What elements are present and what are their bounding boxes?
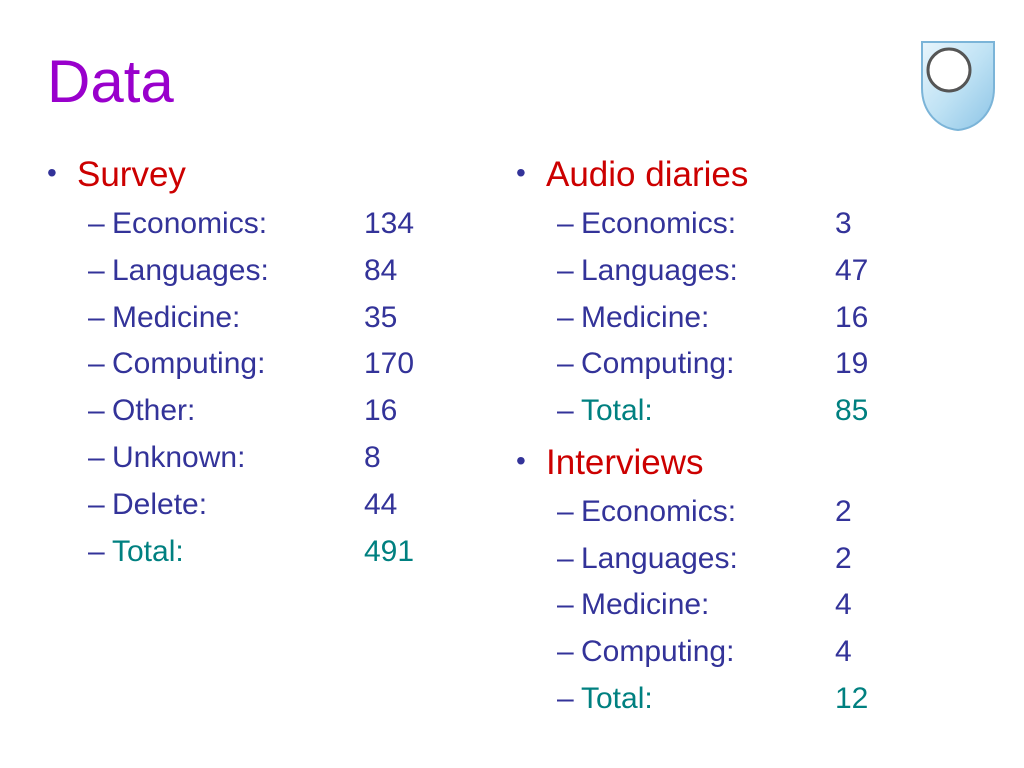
- row-value: 44: [364, 488, 398, 521]
- audio-diaries-heading-text: Audio diaries: [546, 155, 749, 194]
- row-label: Total:: [581, 394, 653, 427]
- row-label: Economics:: [112, 207, 268, 240]
- dash-icon: –: [88, 535, 105, 568]
- row-label: Total:: [112, 535, 184, 568]
- survey-row-delete: – Delete: 44: [88, 488, 397, 521]
- bullet-icon: •: [516, 157, 526, 188]
- row-value: 8: [364, 441, 381, 474]
- row-value: 491: [364, 535, 415, 568]
- row-value: 35: [364, 301, 398, 334]
- row-value: 16: [835, 301, 869, 334]
- row-value: 16: [364, 394, 398, 427]
- interviews-row-computing: – Computing: 4: [557, 635, 852, 668]
- dash-icon: –: [557, 347, 574, 380]
- dash-icon: –: [557, 682, 574, 715]
- row-label: Computing:: [581, 347, 735, 380]
- dash-icon: –: [557, 394, 574, 427]
- row-label: Medicine:: [581, 588, 710, 621]
- dash-icon: –: [557, 588, 574, 621]
- row-label: Medicine:: [581, 301, 710, 334]
- row-value: 85: [835, 394, 869, 427]
- row-label: Medicine:: [112, 301, 241, 334]
- dash-icon: –: [88, 488, 105, 521]
- row-value: 2: [835, 495, 852, 528]
- interviews-row-medicine: – Medicine: 4: [557, 588, 852, 621]
- row-value: 3: [835, 207, 852, 240]
- row-label: Languages:: [112, 254, 269, 287]
- row-label: Total:: [581, 682, 653, 715]
- audio-row-computing: – Computing: 19: [557, 347, 868, 380]
- survey-row-computing: – Computing: 170: [88, 347, 414, 380]
- dash-icon: –: [88, 347, 105, 380]
- row-label: Economics:: [581, 207, 737, 240]
- dash-icon: –: [88, 394, 105, 427]
- bullet-icon: •: [47, 157, 57, 188]
- audio-row-medicine: – Medicine: 16: [557, 301, 868, 334]
- row-label: Languages:: [581, 542, 738, 575]
- survey-row-economics: – Economics: 134: [88, 207, 414, 240]
- audio-diaries-heading: • Audio diaries: [516, 155, 749, 194]
- survey-row-unknown: – Unknown: 8: [88, 441, 381, 474]
- interviews-row-economics: – Economics: 2: [557, 495, 852, 528]
- dash-icon: –: [557, 254, 574, 287]
- dash-icon: –: [557, 542, 574, 575]
- row-label: Languages:: [581, 254, 738, 287]
- slide-title: Data: [47, 48, 174, 115]
- bullet-icon: •: [516, 445, 526, 476]
- row-value: 47: [835, 254, 869, 287]
- dash-icon: –: [557, 635, 574, 668]
- row-value: 4: [835, 588, 852, 621]
- survey-row-total: – Total: 491: [88, 535, 414, 568]
- row-value: 4: [835, 635, 852, 668]
- row-label: Unknown:: [112, 441, 246, 474]
- interviews-heading: • Interviews: [516, 443, 704, 482]
- dash-icon: –: [88, 207, 105, 240]
- dash-icon: –: [557, 495, 574, 528]
- row-value: 170: [364, 347, 415, 380]
- row-label: Other:: [112, 394, 196, 427]
- row-value: 19: [835, 347, 869, 380]
- row-label: Computing:: [581, 635, 735, 668]
- shield-icon: [921, 41, 995, 132]
- audio-row-economics: – Economics: 3: [557, 207, 852, 240]
- row-value: 84: [364, 254, 398, 287]
- dash-icon: –: [557, 207, 574, 240]
- interviews-row-total: – Total: 12: [557, 682, 868, 715]
- dash-icon: –: [557, 301, 574, 334]
- dash-icon: –: [88, 441, 105, 474]
- row-label: Delete:: [112, 488, 208, 521]
- survey-heading-text: Survey: [77, 155, 186, 194]
- dash-icon: –: [88, 254, 105, 287]
- survey-row-languages: – Languages: 84: [88, 254, 397, 287]
- interviews-row-languages: – Languages: 2: [557, 542, 852, 575]
- interviews-heading-text: Interviews: [546, 443, 704, 482]
- dash-icon: –: [88, 301, 105, 334]
- row-value: 2: [835, 542, 852, 575]
- audio-row-total: – Total: 85: [557, 394, 868, 427]
- row-value: 134: [364, 207, 415, 240]
- survey-heading: • Survey: [47, 155, 186, 194]
- survey-row-medicine: – Medicine: 35: [88, 301, 397, 334]
- row-label: Economics:: [581, 495, 737, 528]
- survey-row-other: – Other: 16: [88, 394, 397, 427]
- row-value: 12: [835, 682, 869, 715]
- audio-row-languages: – Languages: 47: [557, 254, 868, 287]
- row-label: Computing:: [112, 347, 266, 380]
